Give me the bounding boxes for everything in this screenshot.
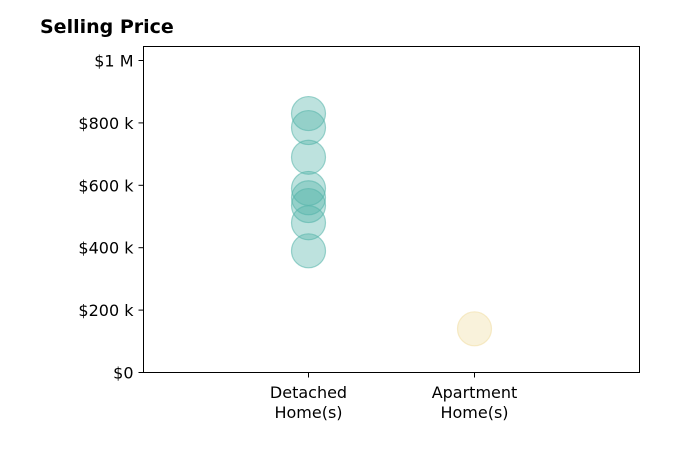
plot-area: [143, 46, 640, 373]
x-tick-label: Home(s): [440, 403, 508, 422]
y-tick-label: $0: [113, 364, 133, 383]
data-points: [290, 95, 493, 347]
y-axis: $0 $200 k $400 k $600 k $800 k $1 M: [78, 52, 144, 383]
y-tick-label: $600 k: [78, 176, 134, 195]
y-tick-label: $200 k: [78, 301, 134, 320]
data-point: [456, 311, 493, 347]
data-point: [290, 233, 327, 269]
data-point: [290, 109, 327, 146]
data-point: [290, 139, 327, 175]
data-point: [290, 205, 327, 241]
data-point: [290, 180, 327, 216]
chart-title: Selling Price: [40, 16, 174, 38]
data-point: [290, 95, 327, 132]
x-tick-label: Home(s): [274, 403, 342, 422]
y-tick-label: $800 k: [78, 114, 134, 133]
x-tick-label: Detached: [270, 383, 347, 402]
y-tick-label: $1 M: [94, 52, 133, 71]
x-tick-label: Apartment: [432, 383, 518, 402]
y-tick-label: $400 k: [78, 239, 134, 258]
